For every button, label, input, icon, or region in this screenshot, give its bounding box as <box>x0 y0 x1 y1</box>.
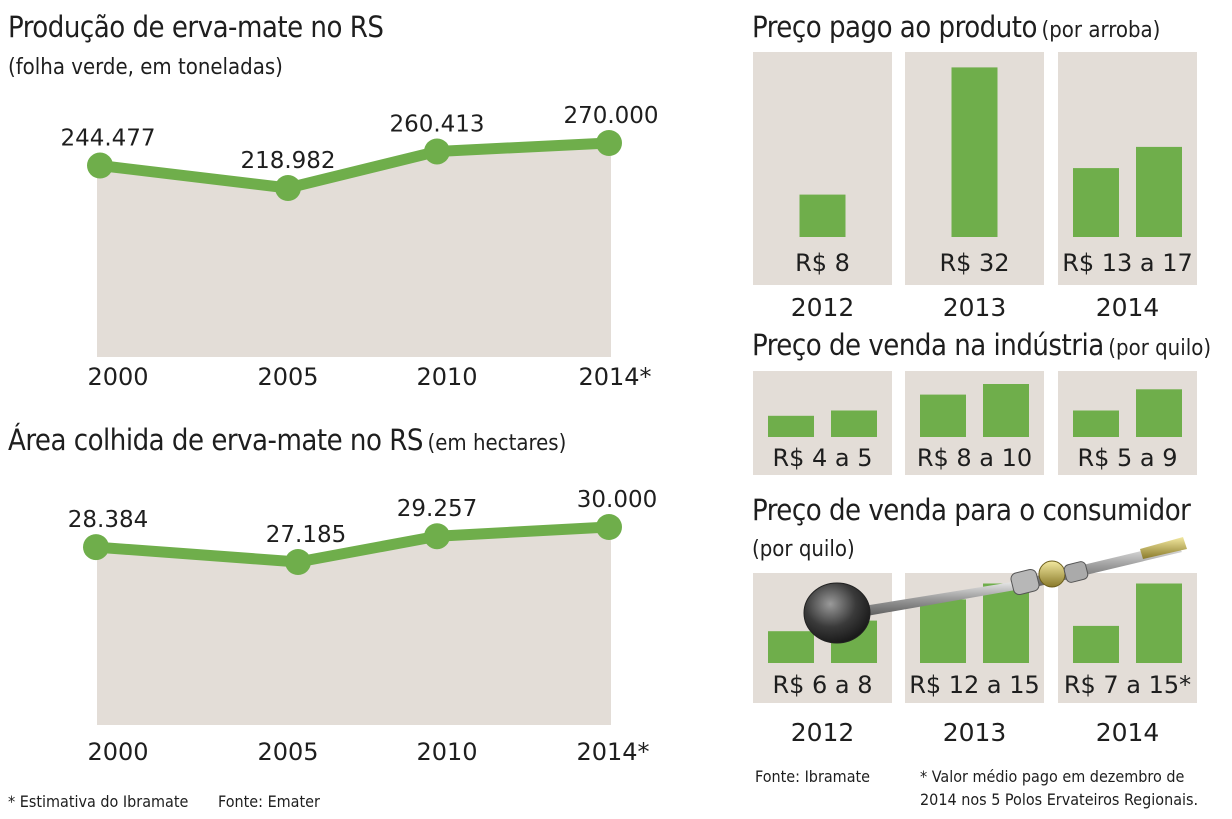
data-point <box>424 523 450 550</box>
x-tick-label: 2000 <box>87 363 148 391</box>
data-label: 27.185 <box>266 522 346 548</box>
data-label: 218.982 <box>240 148 335 174</box>
producer-price-title: Preço pago ao produto <box>752 10 1037 44</box>
year-label-2013: 2013 <box>943 718 1007 747</box>
production-area-fill <box>97 143 611 357</box>
footnote-average-line2: 2014 nos 5 Polos Ervateiros Regionais. <box>920 790 1199 809</box>
bar-2012-1 <box>768 631 814 663</box>
data-point <box>83 534 109 561</box>
x-tick-label: 2005 <box>257 363 318 391</box>
bar-value-label: R$ 4 a 5 <box>772 444 872 472</box>
x-tick-label: 2014* <box>576 738 649 766</box>
bar-value-label: R$ 12 a 15 <box>909 671 1040 699</box>
footnote-estimate: * Estimativa do Ibramate <box>8 792 189 811</box>
year-label-2012: 2012 <box>791 293 855 322</box>
year-label-2013: 2013 <box>943 293 1007 322</box>
data-label: 244.477 <box>60 126 155 152</box>
bombilla-ring-right <box>1063 561 1089 583</box>
bombilla-mouthpiece <box>1140 537 1187 559</box>
data-label: 260.413 <box>389 111 484 137</box>
bar-2014-2 <box>1136 146 1182 237</box>
bar-2013-1 <box>951 67 998 238</box>
bombilla-filter-spoon <box>803 582 871 644</box>
bar-2013-1 <box>920 599 966 663</box>
area-chart-heading: Área colhida de erva-mate no RS (em hect… <box>8 423 566 457</box>
bar-2012-2 <box>831 410 877 437</box>
data-point <box>275 175 301 201</box>
producer-price-heading: Preço pago ao produto (por arroba) <box>752 10 1160 44</box>
year-label-2014: 2014 <box>1096 293 1160 322</box>
data-point <box>596 130 622 156</box>
footnote-source-ibramate: Fonte: Ibramate <box>755 767 871 786</box>
bar-2013-1 <box>920 394 966 437</box>
area-chart-title: Área colhida de erva-mate no RS <box>8 423 423 457</box>
producer-price-subtitle: (por arroba) <box>1041 18 1161 43</box>
bar-2013-2 <box>983 384 1029 437</box>
data-point <box>596 514 622 540</box>
x-tick-label: 2005 <box>257 738 318 766</box>
bar-2012-1 <box>768 415 814 437</box>
harvest-area-line-chart: 28.384 27.185 29.257 30.000 2000 2005 2010 201… <box>68 487 657 766</box>
consumer-price-subtitle: (por quilo) <box>752 537 855 562</box>
bar-value-label: R$ 7 a 15* <box>1064 671 1191 699</box>
bar-2014-2 <box>1136 389 1182 437</box>
data-label: 28.384 <box>68 507 148 533</box>
harvest-line <box>90 521 615 568</box>
footnote-average-line1: * Valor médio pago em dezembro de <box>920 767 1185 786</box>
harvest-area-fill <box>96 527 611 725</box>
area-chart-subtitle: (em hectares) <box>427 431 567 456</box>
industry-price-subtitle: (por quilo) <box>1108 336 1212 361</box>
bar-value-label: R$ 5 a 9 <box>1077 444 1177 472</box>
consumer-price-bars: R$ 6 a 8 2012 R$ 12 a 15 2013 R$ 7 a 15* 2014 <box>753 573 1197 747</box>
bar-2014-1 <box>1073 625 1119 663</box>
data-label: 30.000 <box>577 487 657 513</box>
bar-2014-1 <box>1073 168 1119 237</box>
consumer-price-title: Preço de venda para o consumidor <box>752 493 1191 527</box>
production-line-chart: 244.477 218.982 260.413 270.000 2000 2005 201… <box>60 103 658 391</box>
production-line <box>94 137 615 194</box>
x-tick-label: 2010 <box>416 363 477 391</box>
industry-price-title: Preço de venda na indústria <box>752 328 1104 362</box>
year-label-2014: 2014 <box>1096 718 1160 747</box>
production-chart-title: Produção de erva-mate no RS <box>8 10 384 44</box>
data-point <box>285 549 311 575</box>
bar-2014-2 <box>1136 583 1182 663</box>
bombilla-gold-knot <box>1038 560 1066 588</box>
industry-price-heading: Preço de venda na indústria (por quilo) <box>752 328 1211 362</box>
bombilla-stem-lower <box>857 580 1027 617</box>
bar-2014-1 <box>1073 410 1119 437</box>
production-chart-subtitle: (folha verde, em toneladas) <box>8 55 283 80</box>
data-label: 29.257 <box>397 496 477 522</box>
industry-price-bars: R$ 4 a 5 R$ 8 a 10 R$ 5 a 9 <box>753 371 1197 475</box>
data-label: 270.000 <box>563 103 658 129</box>
bar-2012-1 <box>799 194 846 237</box>
producer-price-bars: R$ 8 2012 R$ 32 2013 R$ 13 a 17 2014 <box>753 52 1197 322</box>
x-tick-label: 2000 <box>87 738 148 766</box>
bombilla-ring-left <box>1010 568 1040 596</box>
footnote-source-emater: Fonte: Emater <box>218 792 320 811</box>
bombilla-illustration <box>803 537 1187 644</box>
year-label-2012: 2012 <box>791 718 855 747</box>
bar-value-label: R$ 32 <box>939 249 1009 277</box>
bar-value-label: R$ 8 <box>795 249 850 277</box>
x-tick-label: 2014* <box>578 363 651 391</box>
data-point <box>87 152 113 179</box>
bar-panel-2012 <box>753 52 892 285</box>
bar-2013-2 <box>983 583 1029 663</box>
data-point <box>424 138 450 165</box>
bar-value-label: R$ 6 a 8 <box>772 671 872 699</box>
x-tick-label: 2010 <box>416 738 477 766</box>
bar-value-label: R$ 8 a 10 <box>917 444 1032 472</box>
bar-value-label: R$ 13 a 17 <box>1062 249 1193 277</box>
